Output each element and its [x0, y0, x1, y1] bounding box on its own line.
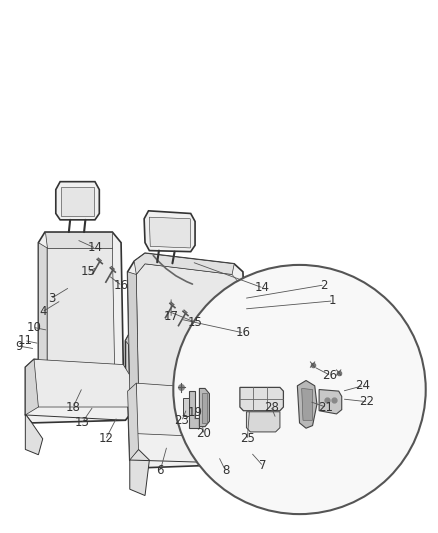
Polygon shape [127, 383, 260, 468]
Polygon shape [25, 359, 132, 423]
Polygon shape [39, 243, 47, 370]
Polygon shape [56, 182, 99, 220]
Polygon shape [127, 383, 138, 460]
Text: 16: 16 [236, 326, 251, 340]
Polygon shape [201, 393, 207, 423]
Polygon shape [39, 232, 123, 375]
Text: 19: 19 [187, 406, 202, 419]
Polygon shape [136, 264, 241, 391]
Polygon shape [47, 248, 115, 365]
Text: 2: 2 [320, 279, 327, 292]
Text: 16: 16 [113, 279, 129, 292]
Polygon shape [302, 389, 313, 420]
Polygon shape [297, 381, 317, 428]
Polygon shape [234, 453, 260, 492]
Polygon shape [199, 389, 209, 426]
Text: 17: 17 [164, 310, 179, 324]
Polygon shape [319, 390, 342, 414]
Polygon shape [134, 253, 234, 274]
Ellipse shape [173, 265, 426, 514]
Polygon shape [184, 398, 189, 416]
Text: 14: 14 [88, 241, 102, 254]
Polygon shape [125, 333, 173, 406]
Polygon shape [127, 253, 247, 402]
Polygon shape [125, 333, 169, 349]
Polygon shape [61, 187, 94, 216]
Polygon shape [144, 211, 195, 252]
Polygon shape [240, 387, 283, 411]
Polygon shape [127, 272, 138, 394]
Polygon shape [149, 217, 190, 248]
Text: 23: 23 [175, 414, 190, 427]
Text: 3: 3 [48, 292, 55, 305]
Text: 28: 28 [264, 400, 279, 414]
Polygon shape [25, 414, 43, 455]
Polygon shape [45, 232, 113, 248]
Polygon shape [134, 383, 256, 439]
Text: 11: 11 [18, 334, 33, 347]
Text: 12: 12 [99, 432, 113, 446]
Polygon shape [30, 359, 132, 407]
Text: 8: 8 [222, 464, 229, 477]
Text: 10: 10 [27, 321, 42, 334]
Text: 14: 14 [255, 281, 270, 294]
Polygon shape [247, 412, 280, 432]
Polygon shape [188, 391, 199, 428]
Text: 6: 6 [156, 464, 164, 477]
Text: 15: 15 [187, 316, 202, 329]
Text: 13: 13 [74, 416, 89, 430]
Text: 4: 4 [39, 305, 46, 318]
Text: 26: 26 [322, 369, 338, 382]
Text: 18: 18 [66, 400, 81, 414]
Text: 22: 22 [360, 395, 374, 408]
Text: 24: 24 [355, 379, 370, 392]
Text: 9: 9 [15, 340, 22, 352]
Polygon shape [25, 359, 39, 415]
Text: 21: 21 [318, 400, 333, 414]
Text: 1: 1 [328, 294, 336, 308]
Text: 7: 7 [259, 459, 266, 472]
Text: 25: 25 [240, 432, 255, 446]
Text: 15: 15 [81, 265, 96, 278]
Polygon shape [130, 449, 149, 496]
Text: 20: 20 [196, 427, 211, 440]
